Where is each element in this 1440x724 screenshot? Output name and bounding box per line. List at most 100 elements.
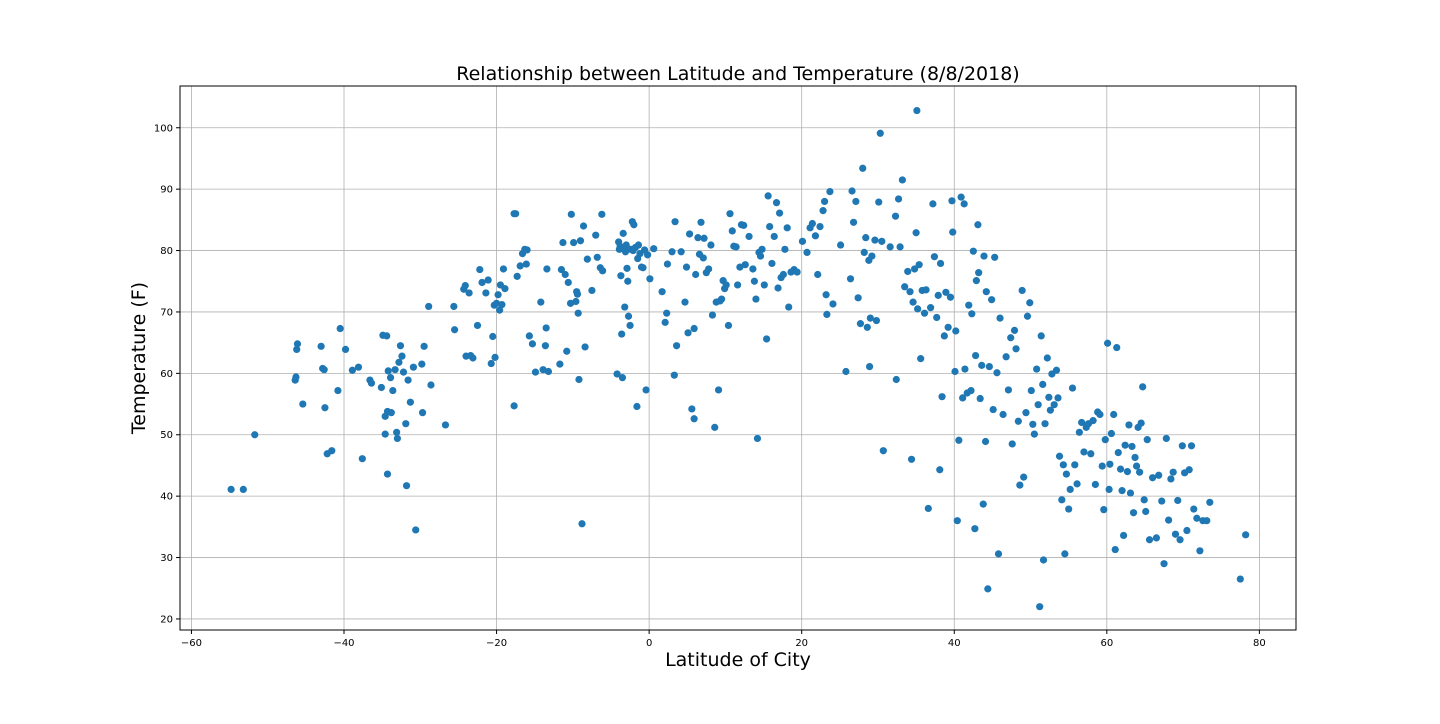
scatter-point (936, 466, 944, 474)
scatter-point (927, 304, 935, 312)
grid (180, 86, 1296, 630)
scatter-point (865, 362, 874, 371)
scatter-point (758, 245, 766, 253)
scatter-point (1193, 514, 1201, 522)
scatter-point (1043, 354, 1051, 362)
scatter-point (399, 368, 408, 376)
scatter-point (862, 234, 870, 242)
scatter-point (940, 332, 948, 340)
scatter-point (1165, 516, 1173, 524)
scatter-point (984, 585, 992, 593)
scatter-point (630, 221, 638, 229)
scatter-point (1123, 467, 1132, 476)
x-tick-label: 0 (646, 638, 652, 649)
scatter-point (1236, 575, 1244, 583)
scatter-point (1142, 507, 1150, 516)
scatter-point (976, 394, 984, 403)
scatter-point (942, 288, 950, 296)
scatter-point (819, 207, 827, 215)
scatter-point (227, 485, 235, 493)
scatter-point (872, 316, 881, 325)
scatter-point (1018, 286, 1026, 295)
scatter-point (570, 238, 578, 247)
scatter-point (450, 302, 458, 311)
scatter-point (1183, 526, 1191, 535)
scatter-point (820, 197, 829, 206)
scatter-point (634, 241, 643, 249)
scatter-point (1113, 343, 1121, 352)
scatter-point (1145, 536, 1154, 544)
scatter-point (1039, 556, 1048, 564)
scatter-point (948, 197, 956, 205)
scatter-point (393, 428, 401, 436)
scatter-point (404, 376, 412, 384)
scatter-point (251, 431, 259, 439)
scatter-point (829, 300, 837, 308)
scatter-point (381, 430, 389, 438)
scatter-point (1185, 466, 1193, 474)
scatter-point (688, 405, 696, 413)
scatter-point (770, 232, 778, 241)
scatter-point (1167, 475, 1175, 483)
scatter-point (293, 340, 302, 348)
scatter-point (599, 267, 607, 275)
scatter-point (478, 278, 486, 287)
scatter-point (898, 176, 906, 184)
scatter-point (626, 321, 634, 330)
scatter-point (341, 345, 350, 354)
scatter-point (1016, 481, 1024, 489)
scatter-point (672, 342, 681, 350)
scatter-point (750, 277, 759, 285)
scatter-point (717, 295, 726, 303)
scatter-point (875, 198, 883, 206)
scatter-point (1139, 383, 1147, 391)
scatter-point (955, 436, 963, 444)
scatter-point (936, 259, 945, 268)
scatter-point (741, 261, 749, 269)
scatter-point (1190, 505, 1198, 513)
scatter-point (1129, 509, 1138, 517)
scatter-point (892, 375, 900, 384)
scatter-point (692, 270, 700, 279)
scatter-point (621, 303, 629, 311)
scatter-point (583, 255, 591, 263)
scatter-point (1158, 497, 1166, 505)
scatter-point (1152, 534, 1161, 542)
scatter-point (661, 318, 669, 326)
scatter-point (1020, 473, 1028, 481)
scatter-point (367, 379, 376, 387)
scatter-point (575, 375, 583, 384)
scatter-point (1075, 428, 1083, 436)
scatter-point (622, 241, 630, 249)
scatter-point (557, 265, 566, 274)
scatter-point (489, 332, 497, 341)
scatter-point (646, 275, 654, 283)
scatter-point (593, 253, 601, 261)
scatter-point (863, 323, 871, 331)
x-tick-label: −20 (486, 638, 507, 649)
scatter-point (1062, 470, 1070, 478)
scatter-point (1155, 471, 1163, 479)
scatter-point (705, 265, 713, 273)
scatter-point (377, 383, 385, 392)
scatter-point (1026, 299, 1034, 307)
scatter-point (989, 405, 997, 414)
scatter-point (960, 200, 968, 208)
scatter-point (334, 386, 342, 395)
x-tick-label: 40 (948, 638, 961, 649)
scatter-point (1110, 410, 1118, 419)
scatter-point (999, 410, 1007, 419)
scatter-point (1203, 517, 1211, 525)
scatter-point (513, 272, 521, 280)
chart-title: Relationship between Latitude and Temper… (456, 63, 1019, 85)
scatter-point (420, 342, 428, 350)
scatter-point (1036, 603, 1044, 611)
scatter-point (567, 210, 575, 218)
scatter-point (764, 192, 772, 200)
scatter-point (320, 366, 328, 374)
scatter-point (317, 342, 325, 350)
scatter-point (1065, 505, 1073, 513)
scatter-point (798, 237, 807, 245)
